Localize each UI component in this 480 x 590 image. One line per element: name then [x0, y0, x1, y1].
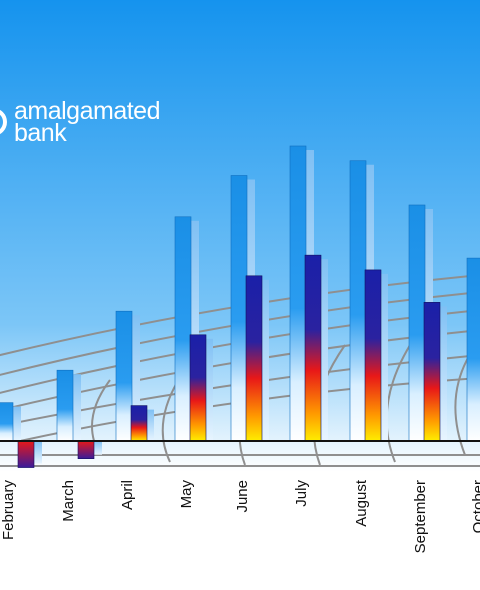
- x-tick-label-june: June: [234, 480, 251, 513]
- logo-wordmark: amalgamated bank: [14, 97, 160, 147]
- x-tick-labels: February March April May June July August Septe…: [0, 479, 480, 553]
- amalgamated-bank-logo: amalgamated bank: [0, 97, 160, 147]
- bar-shadow: [189, 220, 199, 441]
- bar-series-2-february: [17, 440, 35, 468]
- bar-shadow: [32, 441, 42, 464]
- x-tick-label-february: February: [0, 480, 17, 541]
- bar-shadow: [145, 409, 154, 441]
- x-tick-label-may: May: [178, 480, 195, 509]
- x-tick-label-july: July: [293, 480, 310, 507]
- bar-series-2-march: [77, 440, 95, 460]
- bar-shadow: [92, 441, 102, 455]
- x-tick-label-march: March: [60, 480, 77, 522]
- bar-series-1-march: [56, 369, 74, 442]
- bar-shadow: [379, 273, 388, 441]
- bar-shadow: [260, 279, 269, 441]
- bar-shadow: [11, 406, 21, 441]
- bars: [0, 145, 480, 468]
- bar-series-2-may: [189, 334, 207, 442]
- bank-logo-icon: [0, 109, 7, 135]
- x-tick-label-april: April: [119, 480, 136, 510]
- bar-shadow: [438, 306, 447, 441]
- bar-shadow: [71, 374, 81, 441]
- bar-series-1-july: [289, 145, 307, 442]
- bar-series-1-february: [0, 402, 14, 442]
- bar-series-2-april: [130, 405, 148, 442]
- bar-series-1-may: [174, 216, 192, 442]
- logo-line-bank: bank: [14, 119, 67, 147]
- bar-series-2-august: [364, 269, 382, 442]
- bar-series-2-september: [423, 302, 441, 442]
- bar-series-2-june: [245, 275, 263, 442]
- x-tick-label-september: September: [412, 480, 429, 553]
- bar-shadow: [204, 338, 213, 441]
- bar-series-1-june: [230, 175, 248, 442]
- bar-series-1-october: [466, 257, 480, 442]
- x-tick-label-august: August: [353, 479, 370, 527]
- logo-line-amalgamated: amalgamated: [14, 97, 160, 125]
- bar-series-1-august: [349, 160, 367, 442]
- bar-series-1-september: [408, 204, 426, 442]
- bar-shadow: [319, 259, 328, 441]
- bar-series-1-april: [115, 310, 133, 442]
- bar-series-2-july: [304, 254, 322, 442]
- x-tick-label-october: October: [470, 480, 480, 533]
- bar-shadow: [130, 315, 140, 441]
